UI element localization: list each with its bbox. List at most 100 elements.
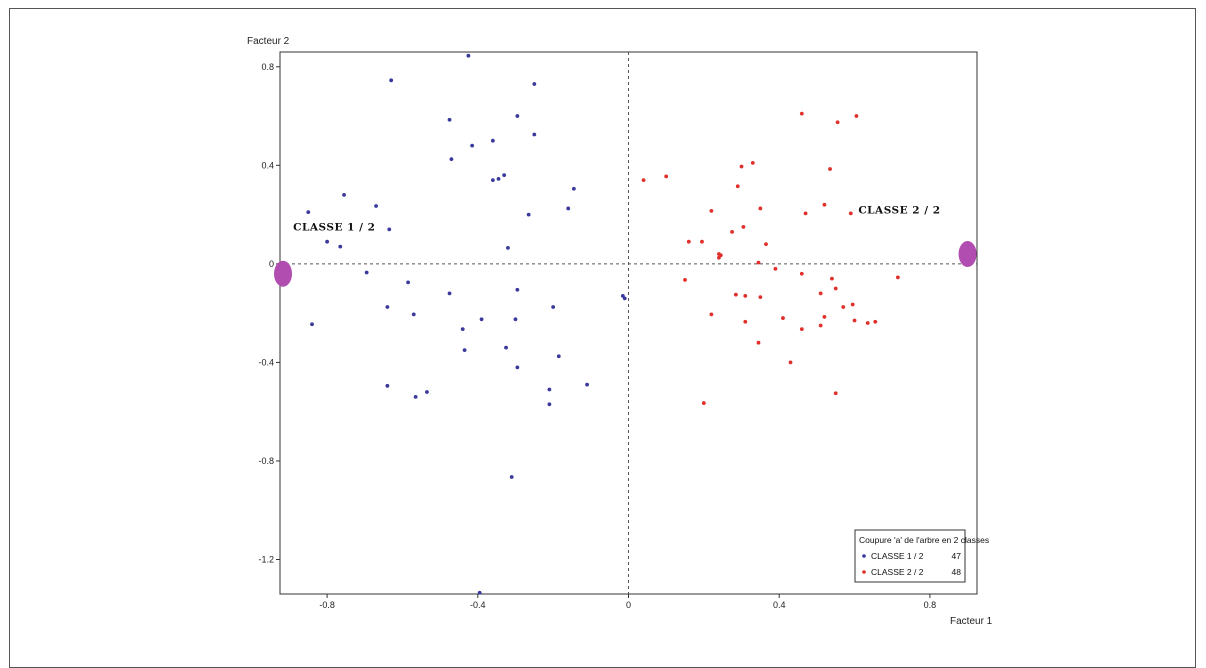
data-point-classe-2 <box>743 319 748 324</box>
data-point-classe-1 <box>515 114 520 118</box>
data-point-classe-2 <box>841 305 846 309</box>
data-point-classe-2 <box>756 340 761 345</box>
ticks-layer: -0.8 -0.4 0 0.4 0.8 0.8 0.4 0 -0.4 -0.8 -1.2 <box>258 62 936 610</box>
points-layer <box>306 53 900 595</box>
data-point-classe-1 <box>385 383 390 388</box>
data-point-classe-2 <box>799 327 804 332</box>
x-tick-label: 0.4 <box>773 600 786 610</box>
data-point-classe-1 <box>506 245 510 250</box>
data-point-classe-1 <box>462 348 467 352</box>
data-point-classe-2 <box>730 229 735 234</box>
data-point-classe-2 <box>818 291 823 296</box>
scatter-chart: -0.8 -0.4 0 0.4 0.8 0.8 0.4 0 -0.4 -0.8 -1.2 Facte… <box>247 36 993 627</box>
x-tick-label: 0.8 <box>924 600 937 610</box>
data-point-classe-2 <box>641 178 646 183</box>
data-point-classe-2 <box>743 294 748 298</box>
data-point-classe-2 <box>818 323 823 328</box>
legend-marker-classe-1 <box>862 554 866 558</box>
data-point-classe-1 <box>547 387 552 392</box>
y-tick-label: -0.4 <box>258 357 274 367</box>
data-point-classe-1 <box>325 239 329 244</box>
data-point-classe-1 <box>515 287 520 292</box>
data-point-classe-1 <box>310 322 314 327</box>
data-point-classe-1 <box>585 382 589 387</box>
data-point-classe-2 <box>828 167 832 171</box>
x-axis-title: Facteur 1 <box>950 616 993 627</box>
legend-count-classe-2: 48 <box>952 567 962 577</box>
data-point-classe-2 <box>781 316 785 320</box>
data-point-classe-2 <box>788 360 793 365</box>
data-point-classe-2 <box>773 266 778 271</box>
data-point-classe-2 <box>822 202 827 207</box>
data-point-classe-1 <box>547 402 552 407</box>
data-point-classe-2 <box>873 319 878 324</box>
data-point-classe-1 <box>509 475 514 479</box>
data-point-classe-2 <box>764 242 768 247</box>
data-point-classe-1 <box>406 280 410 285</box>
data-point-classe-1 <box>342 192 346 197</box>
legend: Coupure 'a' de l'arbre en 2 classes CLAS… <box>854 529 989 583</box>
legend-label-classe-1: CLASSE 1 / 2 <box>871 551 924 561</box>
data-point-classe-1 <box>571 186 576 191</box>
data-point-classe-2 <box>799 271 804 276</box>
data-point-classe-2 <box>803 211 808 216</box>
centroid-layer: CLASSE 1 / 2 CLASSE 2 / 2 <box>274 204 977 287</box>
legend-label-classe-2: CLASSE 2 / 2 <box>871 567 924 577</box>
data-point-classe-2 <box>733 292 738 297</box>
data-point-classe-1 <box>460 327 465 332</box>
data-point-classe-1 <box>532 132 537 137</box>
data-point-classe-2 <box>833 391 838 396</box>
data-point-classe-2 <box>799 111 804 116</box>
data-point-classe-2 <box>709 209 714 213</box>
data-point-classe-2 <box>848 211 853 216</box>
data-point-classe-2 <box>865 321 870 325</box>
data-point-classe-2 <box>709 312 714 317</box>
data-point-classe-2 <box>741 225 746 229</box>
legend-count-classe-1: 47 <box>952 551 962 561</box>
y-tick-label: -1.2 <box>258 555 274 565</box>
data-point-classe-1 <box>470 143 475 148</box>
data-point-classe-1 <box>389 78 394 83</box>
data-point-classe-1 <box>477 590 482 595</box>
data-point-classe-1 <box>490 138 495 143</box>
axes-layer <box>279 51 978 595</box>
legend-marker-classe-2 <box>862 570 866 574</box>
centroid-marker-classe-2 <box>958 241 977 268</box>
data-point-classe-1 <box>496 176 501 181</box>
data-point-classe-2 <box>854 114 859 118</box>
data-point-classe-1 <box>513 317 518 322</box>
data-point-classe-2 <box>700 239 704 244</box>
data-point-classe-2 <box>758 206 763 211</box>
y-axis-title: Facteur 2 <box>247 36 290 47</box>
legend-title: Coupure 'a' de l'arbre en 2 classes <box>859 535 989 545</box>
data-point-classe-2 <box>850 302 855 307</box>
data-point-classe-1 <box>490 178 495 183</box>
data-point-classe-2 <box>895 275 900 280</box>
data-point-classe-2 <box>735 184 740 189</box>
data-point-classe-1 <box>364 270 369 275</box>
x-tick-label: -0.8 <box>319 600 335 610</box>
data-point-classe-2 <box>835 120 840 125</box>
data-point-classe-2 <box>833 286 838 291</box>
data-point-classe-2 <box>852 318 857 323</box>
data-point-classe-1 <box>622 296 627 301</box>
data-point-classe-1 <box>556 354 561 359</box>
data-point-classe-1 <box>374 204 378 208</box>
data-point-classe-1 <box>385 305 390 309</box>
data-point-classe-1 <box>306 210 311 215</box>
data-point-classe-1 <box>447 291 452 296</box>
data-point-classe-1 <box>411 312 416 317</box>
data-point-classe-2 <box>717 255 721 260</box>
data-point-classe-1 <box>425 390 429 394</box>
data-point-classe-1 <box>532 82 537 86</box>
x-tick-label: -0.4 <box>470 600 486 610</box>
data-point-classe-1 <box>502 173 507 178</box>
data-point-classe-1 <box>526 212 531 217</box>
data-point-classe-2 <box>683 277 687 282</box>
x-tick-label: 0 <box>626 600 631 610</box>
data-point-classe-1 <box>413 395 418 399</box>
data-point-classe-1 <box>566 206 571 211</box>
data-point-classe-2 <box>756 260 761 265</box>
data-point-classe-2 <box>830 276 834 281</box>
data-point-classe-1 <box>504 345 508 350</box>
